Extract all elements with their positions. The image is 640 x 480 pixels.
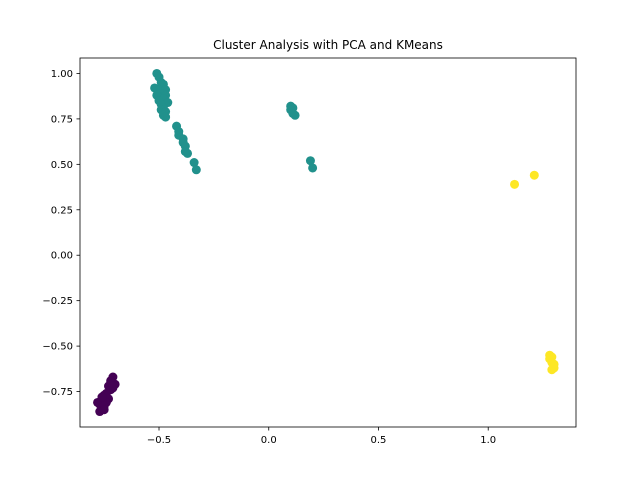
axes-frame (79, 57, 577, 428)
x-tick-label: 0.5 (371, 435, 387, 446)
scatter-point-cluster-0 (97, 392, 107, 402)
scatter-point-cluster-0 (99, 405, 109, 415)
y-tick-label: 0.25 (51, 205, 73, 216)
scatter-point-cluster-2 (510, 179, 520, 189)
x-tick-label: 0.0 (261, 435, 277, 446)
y-tick-label: 0.00 (51, 251, 73, 262)
y-tick-label: −0.25 (42, 296, 73, 307)
points-layer (93, 68, 559, 417)
x-tick-label: 1.0 (480, 435, 496, 446)
scatter-point-cluster-1 (308, 163, 318, 173)
y-tick-label: −0.50 (42, 342, 73, 353)
scatter-point-cluster-1 (288, 108, 298, 118)
y-tick-label: −0.75 (42, 387, 73, 398)
scatter-point-cluster-1 (161, 112, 171, 122)
scatter-point-cluster-1 (191, 165, 201, 175)
scatter-point-cluster-1 (183, 148, 193, 158)
scatter-point-cluster-0 (108, 381, 118, 391)
chart-title: Cluster Analysis with PCA and KMeans (213, 38, 443, 52)
ticks-layer: −0.5 0.0 0.5 1.0 −0.75 −0.50 −0.25 0.00 0.25 0.50… (42, 69, 496, 446)
scatter-point-cluster-2 (549, 359, 559, 369)
scatter-point-cluster-2 (529, 170, 539, 180)
scatter-point-cluster-1 (189, 158, 199, 168)
y-tick-label: 1.00 (51, 69, 73, 80)
x-tick-label: −0.5 (147, 435, 171, 446)
y-tick-label: 0.75 (51, 114, 73, 125)
scatter-point-cluster-1 (305, 156, 315, 166)
y-tick-label: 0.50 (51, 160, 73, 171)
